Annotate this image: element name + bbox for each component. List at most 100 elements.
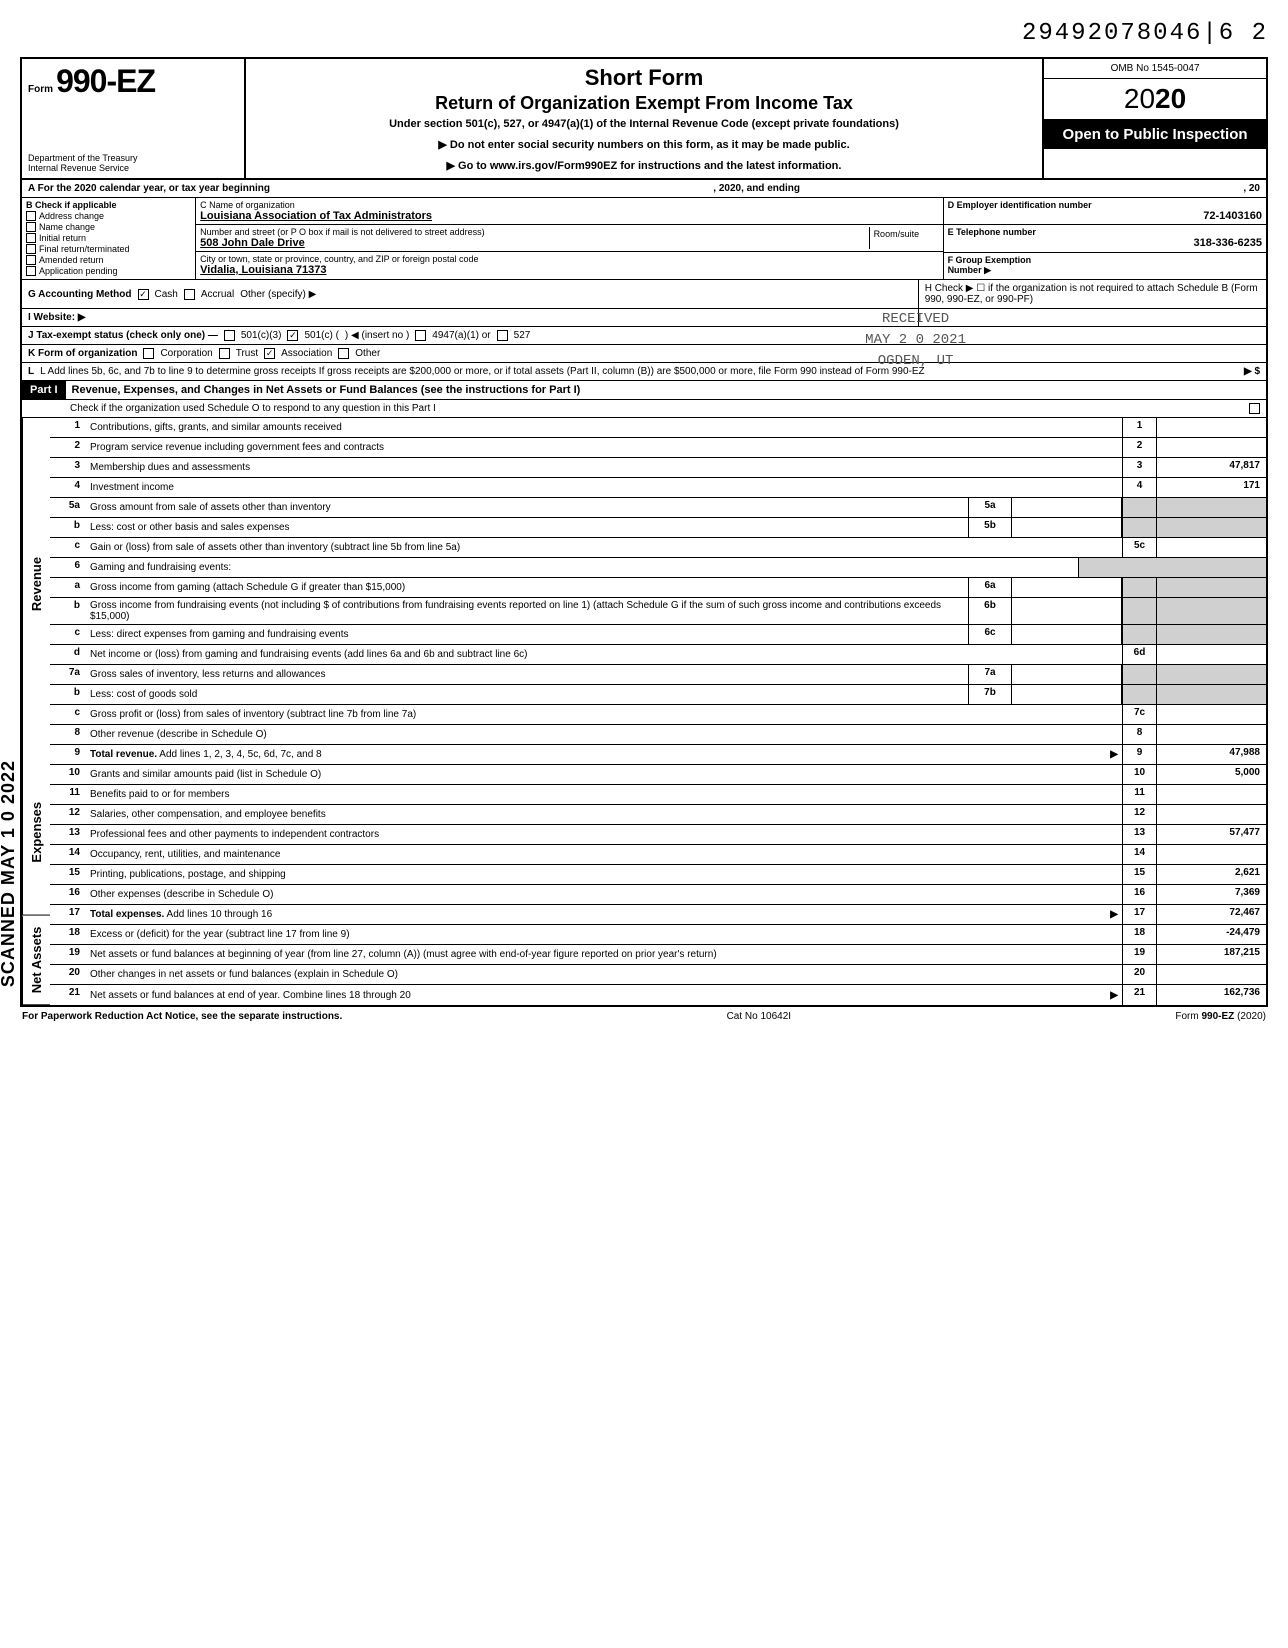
right-num: 11 [1122,785,1156,804]
right-val: 162,736 [1156,985,1266,1005]
ck-application-pending[interactable]: Application pending [26,266,191,276]
right-num: 17 [1122,905,1156,924]
right-val [1156,725,1266,744]
line-num: 21 [50,985,86,1005]
mid-val [1012,518,1122,537]
ck-501c3[interactable] [224,330,235,341]
line-2: 2Program service revenue including gover… [50,438,1266,458]
shade-cell [1156,498,1266,517]
header-right: OMB No 1545-0047 2020 Open to Public Ins… [1042,59,1266,178]
mid-num: 7b [968,685,1012,704]
line-11: 11Benefits paid to or for members11 [50,785,1266,805]
f-label2: Number ▶ [948,265,1262,276]
right-num: 15 [1122,865,1156,884]
line-d: dNet income or (loss) from gaming and fu… [50,645,1266,665]
line-num: 1 [50,418,86,437]
page-stamp: 29492078046|6 2 [20,20,1268,47]
right-val: 47,817 [1156,458,1266,477]
tax-year: 2020 [1044,79,1266,120]
line-num: 12 [50,805,86,824]
ck-4947[interactable] [415,330,426,341]
side-revenue: Revenue [22,418,50,749]
line-num: 14 [50,845,86,864]
line-desc: Total revenue. Add lines 1, 2, 3, 4, 5c,… [86,745,1122,764]
line-num: 11 [50,785,86,804]
org-street: 508 John Dale Drive [200,237,868,249]
row-i: I Website: ▶ [22,309,1266,327]
right-num: 8 [1122,725,1156,744]
line-c: cGross profit or (loss) from sales of in… [50,705,1266,725]
right-val: 47,988 [1156,745,1266,764]
line-desc: Salaries, other compensation, and employ… [86,805,1122,824]
line-desc: Gain or (loss) from sale of assets other… [86,538,1122,557]
ck-name-change[interactable]: Name change [26,222,191,232]
e-phone: E Telephone number 318-336-6235 [944,225,1266,252]
omb-number: OMB No 1545-0047 [1044,59,1266,79]
year-outline: 20 [1124,83,1155,114]
row-l: L L Add lines 5b, 6c, and 7b to line 9 t… [22,363,1266,381]
line-desc: Printing, publications, postage, and shi… [86,865,1122,884]
shade-cell [1156,665,1266,684]
form-990ez: RECEIVED MAY 2 0 2021 OGDEN, UT Form 990… [20,57,1268,1007]
title-goto: ▶ Go to www.irs.gov/Form990EZ for instru… [254,159,1034,172]
j-label: J Tax-exempt status (check only one) — [28,330,218,341]
line-desc: Net income or (loss) from gaming and fun… [86,645,1122,664]
line-desc: Other revenue (describe in Schedule O) [86,725,1122,744]
col-b-checkboxes: B Check if applicable Address change Nam… [22,198,196,279]
right-val: -24,479 [1156,925,1266,944]
line-20: 20Other changes in net assets or fund ba… [50,965,1266,985]
line-13: 13Professional fees and other payments t… [50,825,1266,845]
lines-container: 1Contributions, gifts, grants, and simil… [50,418,1266,1005]
line-desc: Total expenses. Add lines 10 through 16 … [86,905,1122,924]
line-num: 6 [50,558,86,577]
line-15: 15Printing, publications, postage, and s… [50,865,1266,885]
ck-trust[interactable] [219,348,230,359]
line-num: a [50,578,86,597]
k-label: K Form of organization [28,348,137,359]
ck-address-change[interactable]: Address change [26,211,191,221]
i-website: I Website: ▶ [28,312,86,323]
part1-check: Check if the organization used Schedule … [22,400,1266,418]
ck-accrual[interactable] [184,289,195,300]
ein-value: 72-1403160 [948,210,1262,222]
part1-body: Revenue Expenses Net Assets 1Contributio… [22,418,1266,1005]
ck-501c[interactable]: ✓ [287,330,298,341]
line-num: 17 [50,905,86,924]
ck-final-return[interactable]: Final return/terminated [26,244,191,254]
part1-title: Revenue, Expenses, and Changes in Net As… [66,381,1266,399]
row-j: J Tax-exempt status (check only one) — 5… [22,327,1266,345]
room-suite: Room/suite [869,227,939,249]
line-desc: Other expenses (describe in Schedule O) [86,885,1122,904]
line-num: 5a [50,498,86,517]
mid-val [1012,665,1122,684]
b-head: B Check if applicable [26,200,191,210]
right-num: 6d [1122,645,1156,664]
line-num: c [50,705,86,724]
ck-corp[interactable] [143,348,154,359]
line-desc: Less: cost of goods sold [86,685,968,704]
line-desc: Membership dues and assessments [86,458,1122,477]
line-desc: Gross amount from sale of assets other t… [86,498,968,517]
right-num: 7c [1122,705,1156,724]
line-b: bGross income from fundraising events (n… [50,598,1266,625]
line-17: 17Total expenses. Add lines 10 through 1… [50,905,1266,925]
right-val [1156,805,1266,824]
line-num: b [50,598,86,624]
line-desc: Less: cost or other basis and sales expe… [86,518,968,537]
phone-value: 318-336-6235 [948,237,1262,249]
right-val: 2,621 [1156,865,1266,884]
shade-cell [1122,518,1156,537]
line-desc: Benefits paid to or for members [86,785,1122,804]
line-desc: Excess or (deficit) for the year (subtra… [86,925,1122,944]
ck-schedule-o[interactable] [1249,403,1260,414]
line-16: 16Other expenses (describe in Schedule O… [50,885,1266,905]
ck-amended[interactable]: Amended return [26,255,191,265]
line-num: c [50,538,86,557]
line-desc: Investment income [86,478,1122,497]
right-num: 12 [1122,805,1156,824]
ck-other-org[interactable] [338,348,349,359]
ck-initial-return[interactable]: Initial return [26,233,191,243]
ck-cash[interactable]: ✓ [138,289,149,300]
ck-assoc[interactable]: ✓ [264,348,275,359]
ck-527[interactable] [497,330,508,341]
